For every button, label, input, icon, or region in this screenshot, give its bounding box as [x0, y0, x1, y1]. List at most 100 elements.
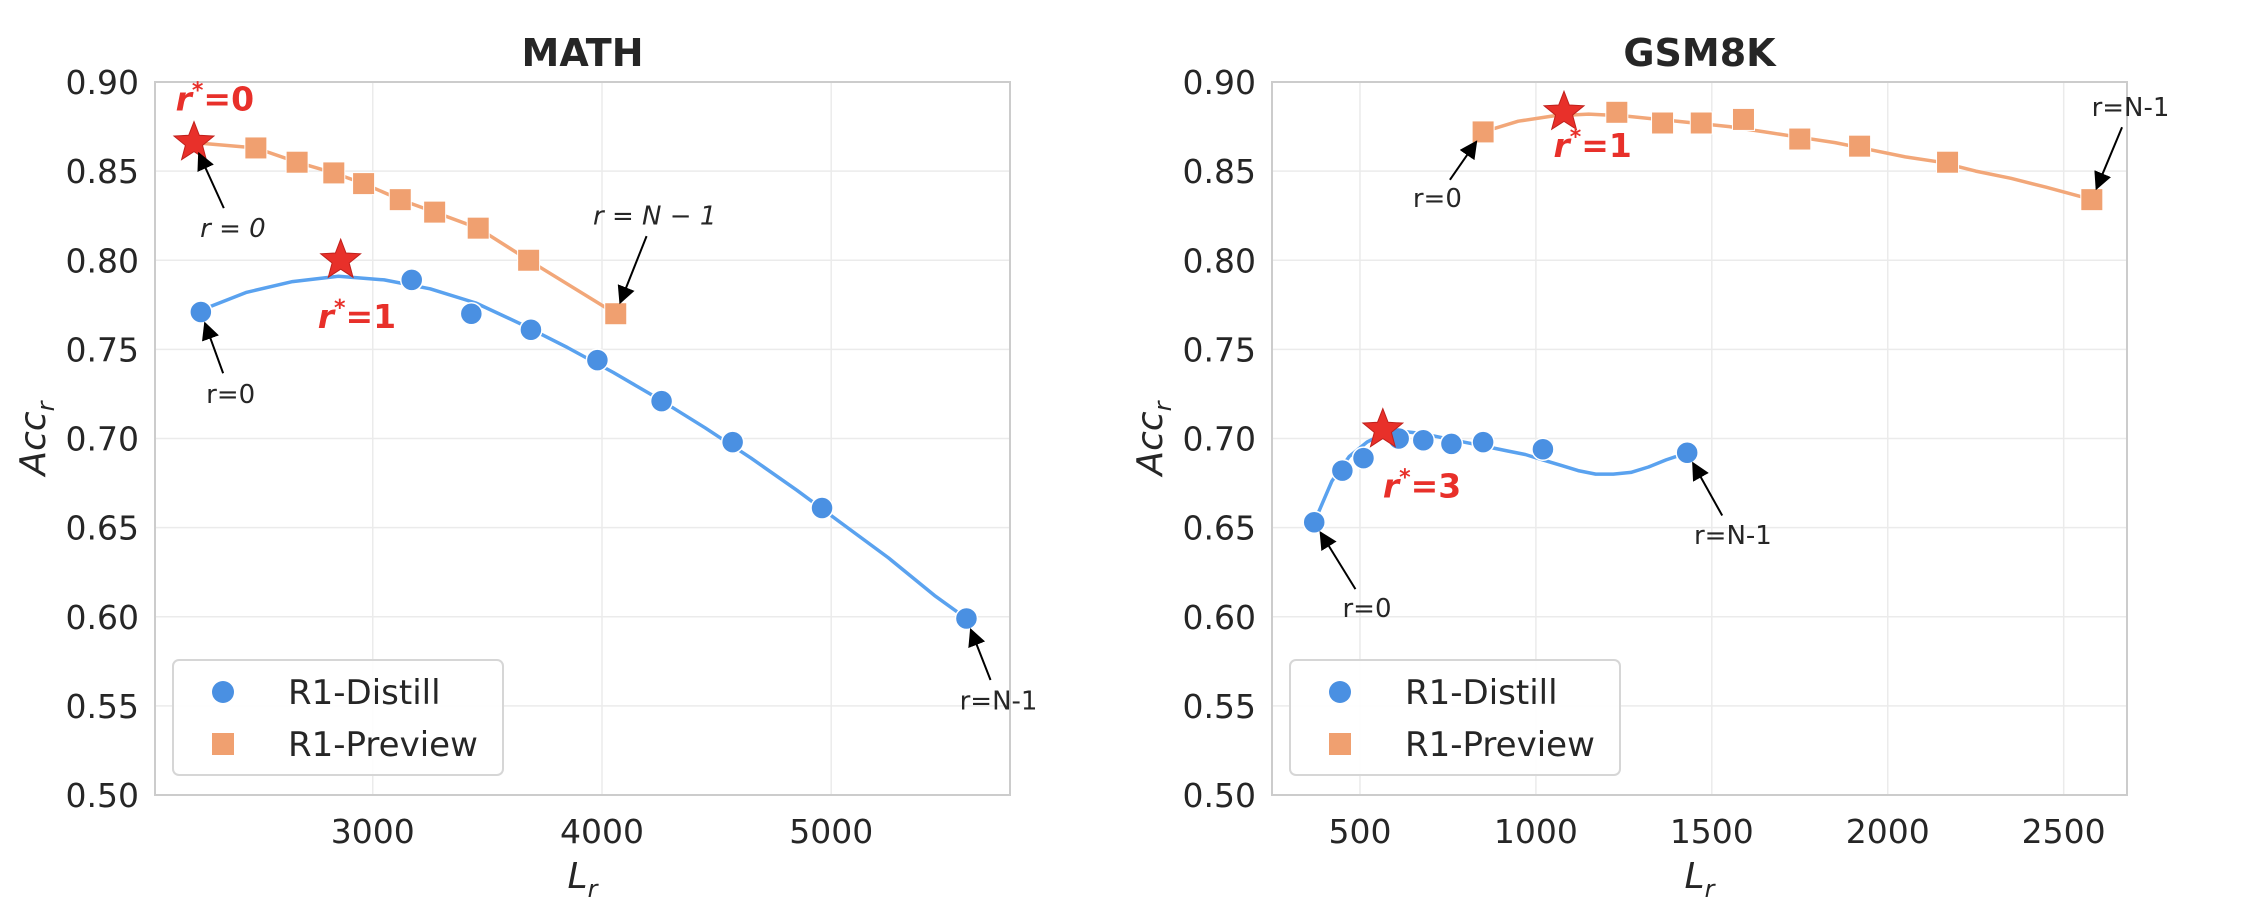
- data-point-r1-preview: [423, 200, 447, 224]
- star-label-value: =1: [346, 297, 397, 336]
- annotation-label: r=N-1: [2092, 93, 2170, 123]
- data-point-r1-preview: [1936, 150, 1960, 174]
- data-point-r1-distill: [1439, 432, 1464, 456]
- series-line-r1-preview: [1482, 112, 2093, 202]
- y-tick-label: 0.60: [1183, 598, 1256, 637]
- star-label-r: r: [318, 297, 336, 336]
- data-point-r1-distill: [399, 268, 424, 292]
- data-point-r1-distill: [585, 348, 610, 372]
- annotation-arrow: [617, 235, 648, 305]
- annotation-label: r=0: [1413, 184, 1462, 214]
- star-label-value: =1: [1581, 126, 1632, 165]
- x-tick-label: 4000: [560, 812, 644, 851]
- data-point-r1-distill: [459, 301, 484, 326]
- annotation-arrow: [1449, 140, 1478, 181]
- legend-box: [172, 659, 504, 776]
- legend: R1-Distill R1-Preview: [172, 659, 504, 776]
- x-tick-label: 500: [1328, 812, 1391, 851]
- y-tick-label: 0.70: [1183, 420, 1256, 459]
- data-point-r1-distill: [954, 606, 979, 631]
- data-point-r1-distill: [189, 300, 213, 324]
- annotation-arrow: [1692, 461, 1724, 517]
- star-label-r: r: [1553, 126, 1571, 165]
- annotation-label: r=N-1: [1694, 521, 1772, 551]
- y-tick-label: 0.85: [1183, 152, 1256, 191]
- y-tick-label: 0.80: [1183, 241, 1256, 280]
- annotation-arrow: [968, 628, 992, 681]
- series-line-r1-distill: [200, 274, 968, 620]
- data-point-r1-distill: [1302, 510, 1326, 535]
- data-point-r1-preview: [2080, 188, 2104, 212]
- optimal-star-label: r*=1: [1553, 125, 1631, 165]
- y-tick-label: 0.50: [66, 776, 139, 815]
- y-tick-label: 0.90: [66, 63, 139, 102]
- data-point-r1-preview: [352, 172, 376, 196]
- annotation-label: r = 0: [200, 214, 266, 244]
- data-point-r1-preview: [1605, 100, 1629, 124]
- legend-label: R1-Distill: [1405, 673, 1558, 713]
- annotation-arrow: [1319, 530, 1357, 590]
- data-point-r1-distill: [1531, 437, 1555, 461]
- x-axis-label: Lr: [1685, 856, 1717, 903]
- optimal-star-label: r*=0: [176, 79, 254, 119]
- data-point-r1-distill: [1471, 430, 1495, 454]
- star-label-sup: *: [334, 296, 346, 321]
- data-point-r1-preview: [244, 136, 268, 160]
- x-axis-label-sub: r: [1705, 875, 1717, 903]
- star-label-r: r: [1383, 466, 1401, 505]
- star-label-sup: *: [1570, 125, 1582, 150]
- star-label-value: =3: [1411, 466, 1462, 505]
- y-axis-label: Accr: [1130, 399, 1177, 477]
- y-tick-label: 0.50: [1183, 776, 1256, 815]
- star-label-r: r: [176, 80, 194, 119]
- annotation-arrow: [2094, 126, 2123, 191]
- chart-title: MATH: [522, 31, 644, 75]
- star-label-sup: *: [1399, 465, 1411, 490]
- legend-label: R1-Preview: [1405, 725, 1595, 765]
- y-axis-label: Accr: [13, 399, 60, 477]
- data-point-r1-distill: [519, 318, 543, 342]
- annotation-label: r=0: [206, 380, 255, 410]
- y-tick-label: 0.80: [66, 241, 139, 280]
- legend: R1-Distill R1-Preview: [1289, 659, 1621, 776]
- chart-title: GSM8K: [1623, 31, 1777, 75]
- data-point-r1-distill: [649, 389, 674, 413]
- x-tick-label: 2500: [2022, 812, 2106, 851]
- y-tick-label: 0.55: [1183, 687, 1256, 726]
- x-axis-label: Lr: [568, 856, 600, 903]
- legend-marker-r1-preview: [1329, 733, 1351, 755]
- optimal-star-marker: [1361, 407, 1405, 448]
- chart-panel-0: 0.50 0.55 0.60 0.65 0.70 0.75 0.80 0.85 0.90 3000…: [13, 31, 1037, 903]
- y-tick-label: 0.65: [66, 509, 139, 548]
- data-point-r1-preview: [1731, 107, 1755, 131]
- y-axis-label-sub: r: [32, 399, 60, 411]
- data-point-r1-preview: [517, 248, 541, 272]
- x-tick-label: 1000: [1494, 812, 1578, 851]
- x-tick-label: 5000: [789, 812, 873, 851]
- data-point-r1-preview: [285, 150, 309, 174]
- annotation-arrow: [197, 151, 225, 209]
- star-label-value: =0: [203, 80, 254, 119]
- data-point-r1-preview: [1788, 127, 1812, 151]
- annotation-label: r=N-1: [960, 687, 1038, 717]
- y-tick-label: 0.75: [66, 330, 139, 369]
- optimal-star-marker: [172, 120, 216, 161]
- x-axis-label-base: L: [568, 856, 588, 897]
- x-axis-label-base: L: [1685, 856, 1705, 897]
- data-point-r1-distill: [1351, 446, 1376, 470]
- y-tick-label: 0.85: [66, 152, 139, 191]
- annotation-label: r=0: [1342, 594, 1391, 624]
- data-point-r1-preview: [388, 188, 412, 212]
- legend-box: [1289, 659, 1621, 776]
- y-axis-label-base: Acc: [13, 411, 54, 477]
- y-tick-label: 0.75: [1183, 330, 1256, 369]
- data-point-r1-preview: [322, 161, 346, 185]
- optimal-star-marker: [319, 237, 362, 279]
- data-point-r1-distill: [720, 430, 745, 454]
- data-point-r1-distill: [1330, 458, 1355, 483]
- data-point-r1-preview: [1848, 134, 1872, 158]
- y-axis-label-sub: r: [1149, 399, 1177, 411]
- y-tick-label: 0.60: [66, 598, 139, 637]
